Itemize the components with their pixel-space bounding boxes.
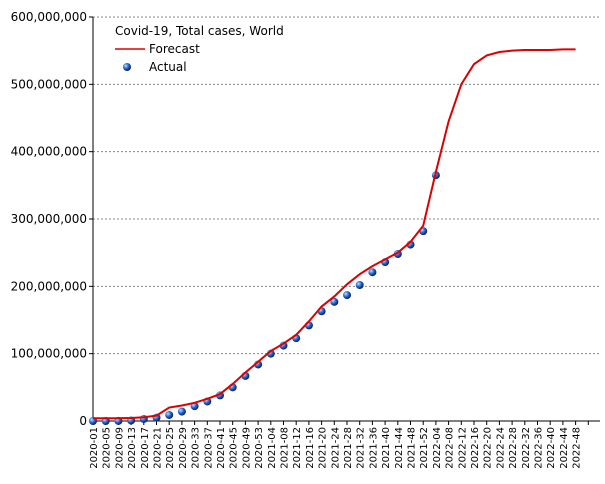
- actual-dot: [165, 410, 174, 419]
- x-tick-label: 2020-45: [229, 427, 240, 469]
- x-tick-label: 2022-40: [546, 427, 557, 469]
- x-tick-label: 2021-48: [407, 427, 418, 469]
- x-tick-label: 2021-08: [280, 427, 291, 469]
- x-tick-label: 2022-24: [495, 427, 506, 469]
- x-tick-label: 2020-01: [89, 427, 100, 469]
- x-tick-label: 2020-13: [127, 427, 138, 469]
- x-tick-label: 2022-36: [534, 427, 545, 469]
- x-tick-label: 2021-44: [394, 427, 405, 469]
- x-tick-label: 2021-32: [356, 427, 367, 469]
- x-tick-label: 2021-24: [330, 427, 341, 469]
- x-tick-label: 2020-33: [191, 427, 202, 469]
- x-tick-label: 2021-52: [419, 427, 430, 469]
- y-tick-label: 600,000,000: [11, 10, 87, 24]
- actual-dot: [355, 280, 364, 289]
- x-tick-label: 2021-16: [305, 427, 316, 469]
- x-tick-label: 2020-09: [114, 427, 125, 469]
- x-tick-label: 2022-44: [559, 427, 570, 469]
- x-tick-label: 2021-28: [343, 427, 354, 469]
- x-tick-label: 2020-25: [165, 427, 176, 469]
- x-tick-label: 2022-28: [508, 427, 519, 469]
- actual-dot: [330, 297, 339, 306]
- x-tick-label: 2020-29: [178, 427, 189, 469]
- y-tick-label: 300,000,000: [11, 212, 87, 226]
- x-tick-label: 2021-20: [318, 427, 329, 469]
- x-tick-label: 2020-41: [216, 427, 227, 469]
- x-tick-label: 2021-04: [267, 427, 278, 469]
- x-tick-label: 2022-16: [470, 427, 481, 469]
- y-tick-label: 200,000,000: [11, 279, 87, 293]
- x-tick-label: 2021-40: [381, 427, 392, 469]
- legend-label: Actual: [149, 60, 187, 74]
- x-tick-label: 2021-36: [368, 427, 379, 469]
- x-tick-label: 2020-21: [153, 427, 164, 469]
- x-tick-label: 2020-17: [140, 427, 151, 469]
- x-tick-label: 2022-20: [483, 427, 494, 469]
- x-tick-label: 2020-37: [203, 427, 214, 469]
- actual-dot: [368, 268, 377, 277]
- actual-dot: [177, 407, 186, 416]
- x-tick-label: 2021-12: [292, 427, 303, 469]
- legend-label: Forecast: [149, 42, 200, 56]
- x-tick-label: 2022-08: [445, 427, 456, 469]
- x-tick-label: 2022-04: [432, 427, 443, 469]
- y-tick-label: 0: [79, 414, 87, 428]
- x-tick-label: 2022-48: [572, 427, 583, 469]
- x-tick-label: 2022-12: [457, 427, 468, 469]
- y-tick-label: 400,000,000: [11, 145, 87, 159]
- y-tick-label: 100,000,000: [11, 347, 87, 361]
- x-tick-label: 2022-32: [521, 427, 532, 469]
- y-tick-label: 500,000,000: [11, 77, 87, 91]
- x-tick-label: 2020-53: [254, 427, 265, 469]
- legend-dot: [123, 63, 131, 71]
- actual-dot: [343, 291, 351, 300]
- legend-title: Covid-19, Total cases, World: [115, 24, 284, 38]
- x-tick-label: 2020-49: [241, 427, 252, 469]
- forecast-line: [93, 48, 576, 420]
- x-tick-label: 2020-05: [102, 427, 113, 469]
